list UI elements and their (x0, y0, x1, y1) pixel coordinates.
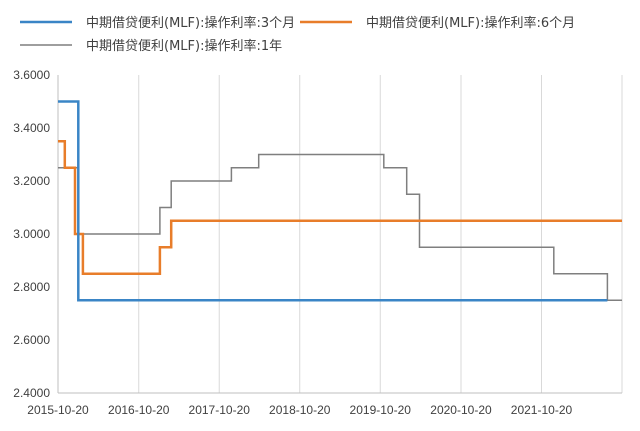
x-tick-label: 2021-10-20 (511, 403, 573, 417)
y-tick-label: 3.6000 (13, 68, 50, 82)
grid (138, 75, 623, 393)
y-tick-label: 2.6000 (13, 333, 50, 347)
y-tick-label: 3.4000 (13, 121, 50, 135)
series-line-3m (58, 100, 608, 302)
y-tick-label: 2.4000 (13, 386, 50, 400)
series-line-1y (58, 153, 622, 302)
legend: 中期借贷便利(MLF):操作利率:3个月 中期借贷便利(MLF):操作利率:6个… (20, 15, 575, 54)
x-tick-label: 2017-10-20 (189, 403, 251, 417)
series-line-6m (58, 139, 622, 276)
legend-label-6m: 中期借贷便利(MLF):操作利率:6个月 (366, 15, 575, 31)
x-tick-label: 2020-10-20 (430, 403, 492, 417)
axes: 2015-10-20 2016-10-20 2017-10-20 2018-10-20… (13, 68, 622, 417)
legend-label-3m: 中期借贷便利(MLF):操作利率:3个月 (86, 15, 295, 31)
y-tick-label: 3.2000 (13, 174, 50, 188)
legend-label-1y: 中期借贷便利(MLF):操作利率:1年 (86, 38, 282, 54)
x-tick-label: 2015-10-20 (27, 403, 89, 417)
series-layer (58, 100, 622, 302)
y-tick-label: 2.8000 (13, 280, 50, 294)
x-tick-label: 2019-10-20 (350, 403, 412, 417)
x-tick-label: 2018-10-20 (269, 403, 331, 417)
y-tick-label: 3.0000 (13, 227, 50, 241)
x-tick-label: 2016-10-20 (108, 403, 170, 417)
